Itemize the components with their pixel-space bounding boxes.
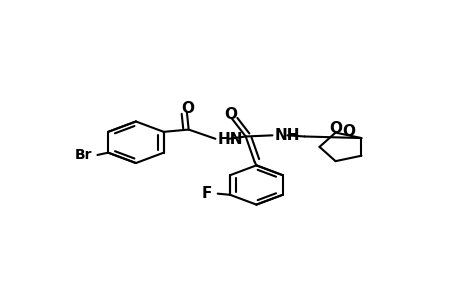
Text: O: O	[181, 101, 194, 116]
Text: HN: HN	[217, 132, 242, 147]
Text: Br: Br	[74, 148, 92, 162]
Text: O: O	[328, 121, 341, 136]
Text: O: O	[342, 124, 355, 139]
Text: NH: NH	[274, 128, 299, 143]
Text: O: O	[224, 107, 236, 122]
Text: F: F	[201, 186, 211, 201]
